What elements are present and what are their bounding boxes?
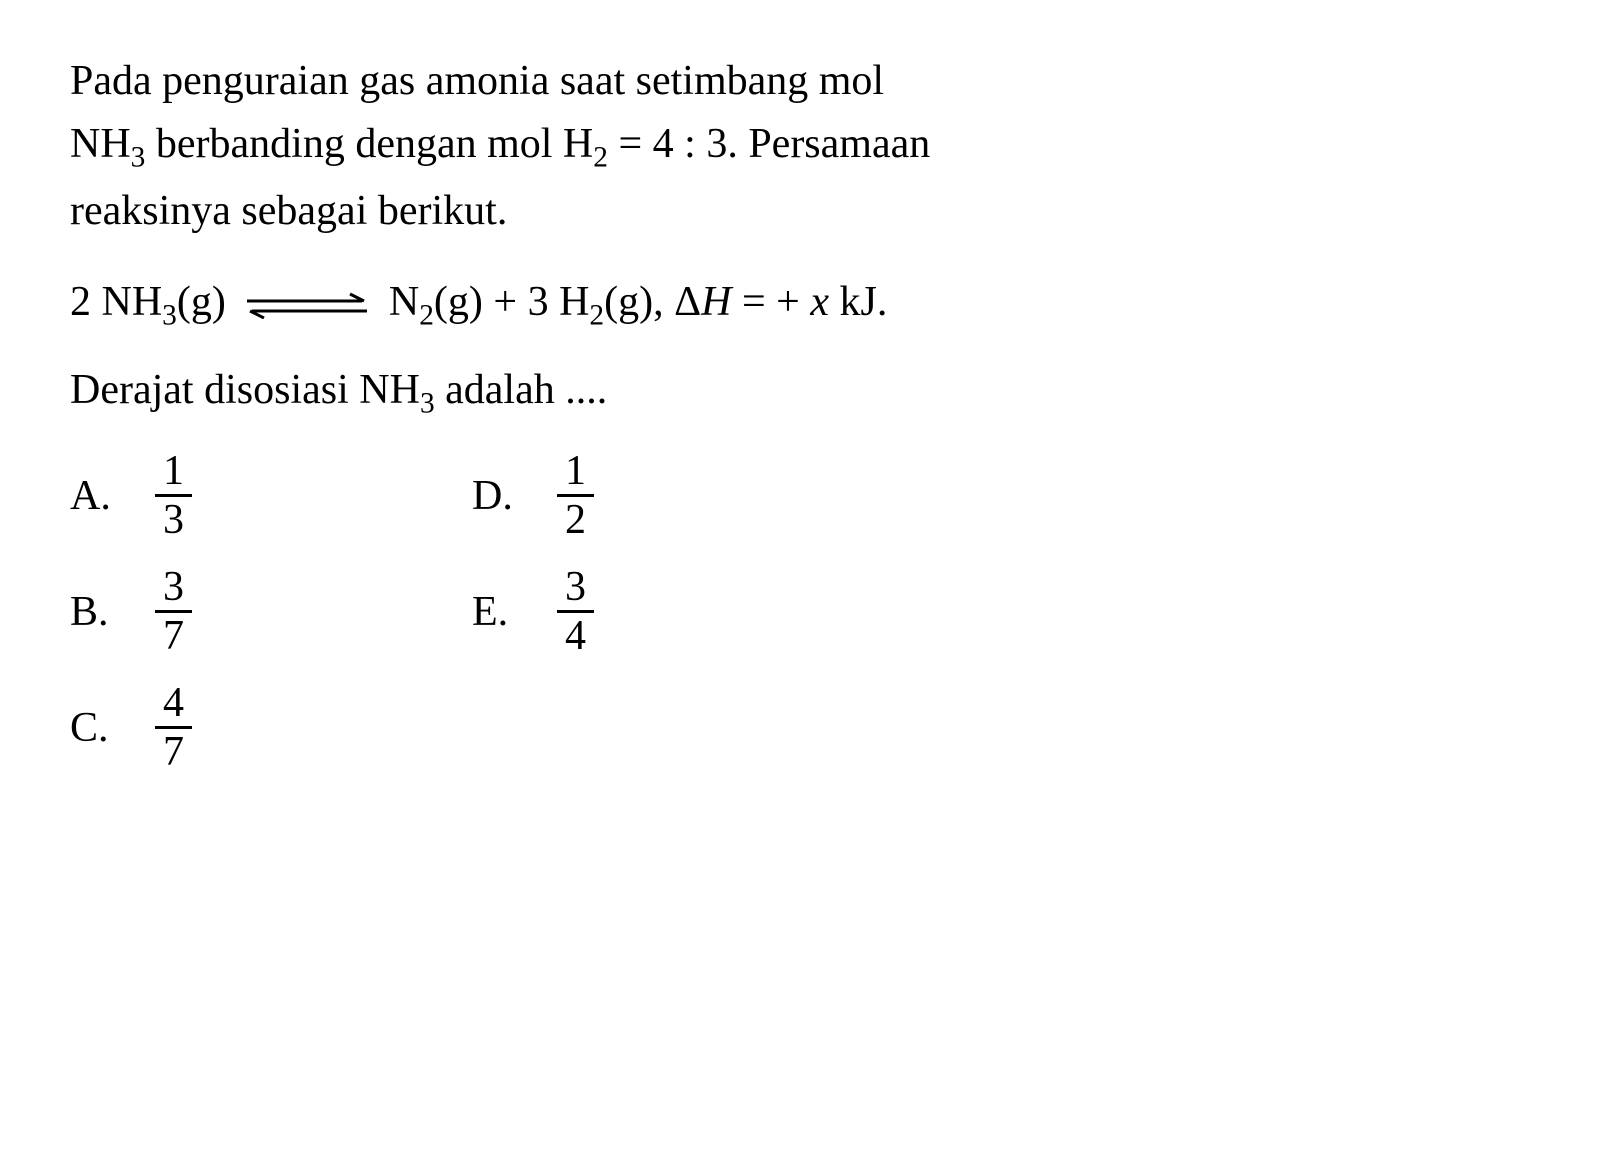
option-c: C. 4 7 <box>70 682 192 773</box>
eq-rhs1-sub: 2 <box>419 299 434 331</box>
option-b-den: 7 <box>155 613 192 657</box>
option-e-den: 4 <box>557 613 594 657</box>
eq-var: x <box>810 279 829 325</box>
option-a-fraction: 1 3 <box>155 450 192 541</box>
option-a-den: 3 <box>155 497 192 541</box>
intro-sub2: 2 <box>593 141 608 173</box>
options-right-column: D. 1 2 E. 3 4 <box>472 450 594 773</box>
option-d-den: 2 <box>557 497 594 541</box>
intro-line2-mid: berbanding dengan mol H <box>145 121 593 167</box>
eq-lhs-coef: 2 NH <box>70 279 162 325</box>
option-a-letter: A. <box>70 472 115 520</box>
option-a-num: 1 <box>155 450 192 497</box>
eq-delta-h: H <box>701 279 731 325</box>
option-b-fraction: 3 7 <box>155 566 192 657</box>
option-c-num: 4 <box>155 682 192 729</box>
followup-post: adalah .... <box>435 367 608 413</box>
option-d-fraction: 1 2 <box>557 450 594 541</box>
options-container: A. 1 3 B. 3 7 C. 4 7 D. 1 2 <box>70 450 1530 773</box>
options-left-column: A. 1 3 B. 3 7 C. 4 7 <box>70 450 192 773</box>
eq-rhs1-state: (g) + 3 H <box>434 279 590 325</box>
question-intro: Pada penguraian gas amonia saat setimban… <box>70 50 1530 243</box>
intro-line2-post: = 4 : 3. Persamaan <box>608 121 930 167</box>
eq-rhs2-sub: 2 <box>589 299 604 331</box>
option-d-num: 1 <box>557 450 594 497</box>
option-b: B. 3 7 <box>70 566 192 657</box>
option-e-fraction: 3 4 <box>557 566 594 657</box>
option-d: D. 1 2 <box>472 450 594 541</box>
intro-sub1: 3 <box>131 141 146 173</box>
option-c-letter: C. <box>70 704 115 752</box>
eq-lhs-sub: 3 <box>162 299 177 331</box>
followup-sub: 3 <box>420 387 435 419</box>
option-c-fraction: 4 7 <box>155 682 192 773</box>
followup-pre: Derajat disosiasi NH <box>70 367 420 413</box>
option-c-den: 7 <box>155 729 192 773</box>
eq-rhs2-state: (g), <box>604 279 663 325</box>
eq-equals: = + <box>731 279 810 325</box>
option-e: E. 3 4 <box>472 566 594 657</box>
equilibrium-arrows-icon <box>242 291 372 319</box>
option-d-letter: D. <box>472 472 517 520</box>
option-a: A. 1 3 <box>70 450 192 541</box>
option-e-letter: E. <box>472 588 517 636</box>
option-b-letter: B. <box>70 588 115 636</box>
intro-line1: Pada penguraian gas amonia saat setimban… <box>70 58 884 104</box>
eq-lhs-state: (g) <box>177 279 226 325</box>
eq-unit: kJ. <box>829 279 887 325</box>
intro-line2-pre: NH <box>70 121 131 167</box>
option-e-num: 3 <box>557 566 594 613</box>
chemical-equation: 2 NH3(g) N2(g) + 3 H2(g), ΔH = + x kJ. <box>70 273 1530 337</box>
option-b-num: 3 <box>155 566 192 613</box>
eq-rhs1: N <box>389 279 419 325</box>
intro-line3: reaksinya sebagai berikut. <box>70 188 507 234</box>
followup-question: Derajat disosiasi NH3 adalah .... <box>70 366 1530 420</box>
eq-delta: Δ <box>664 279 702 325</box>
